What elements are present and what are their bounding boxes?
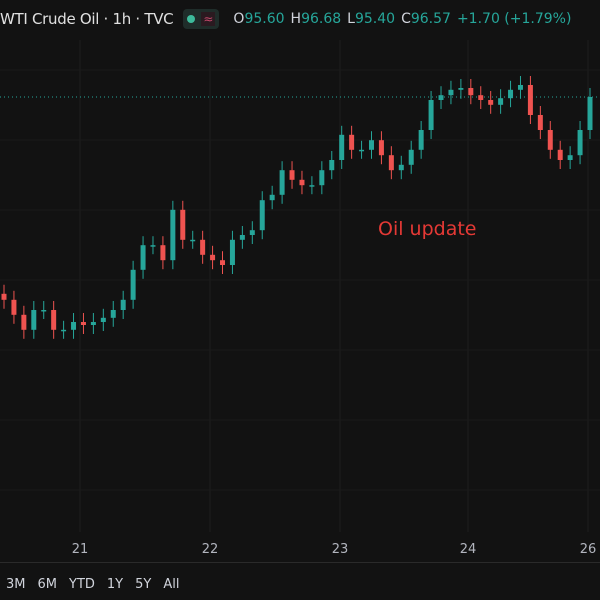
candle-body: [398, 164, 404, 171]
candle-body: [368, 140, 374, 150]
candle-body: [428, 100, 434, 130]
candle-body: [547, 130, 553, 150]
candle-body: [269, 194, 275, 201]
candle-body: [527, 85, 533, 115]
x-tick: 24: [459, 542, 477, 557]
candle-body: [80, 322, 86, 325]
candle-body: [557, 149, 563, 160]
range-all-button[interactable]: All: [163, 577, 180, 592]
candle-body: [468, 88, 474, 96]
candle-body: [349, 134, 355, 150]
candle-body: [239, 235, 245, 240]
candle-body: [11, 299, 17, 315]
candle-body: [567, 155, 573, 160]
candle-body: [259, 200, 265, 231]
candle-body: [309, 185, 315, 187]
range-selector: 3M 6M YTD 1Y 5Y All: [6, 577, 179, 592]
candle-body: [279, 170, 285, 195]
candle-body: [130, 269, 136, 300]
market-status-icon: [187, 15, 196, 23]
range-1y-button[interactable]: 1Y: [106, 577, 124, 592]
candle-body: [21, 314, 27, 330]
range-ytd-button[interactable]: YTD: [69, 577, 95, 592]
annotation-text[interactable]: Oil update: [378, 218, 477, 240]
candle-body: [41, 310, 47, 312]
candle-body: [1, 293, 7, 300]
candle-body: [537, 115, 543, 130]
candle-body: [448, 89, 454, 96]
candle-body: [170, 209, 176, 261]
candle-body: [478, 95, 484, 100]
candle-body: [51, 310, 57, 330]
candle-body: [289, 170, 295, 180]
candle-body: [517, 85, 523, 90]
candle-body: [71, 322, 77, 330]
range-6m-button[interactable]: 6M: [37, 577, 58, 592]
candle-body: [299, 179, 305, 186]
candlestick-chart[interactable]: [0, 0, 600, 532]
x-axis[interactable]: 21 22 23 24 26: [0, 532, 600, 563]
candle-body: [150, 245, 156, 247]
candle-body: [488, 100, 494, 105]
open-value: O95.60: [233, 11, 285, 27]
candle-body: [90, 322, 96, 325]
candle-body: [329, 160, 335, 171]
x-tick: 22: [201, 542, 219, 557]
candle-body: [61, 329, 67, 332]
wave-icon: ≈: [201, 12, 216, 26]
candle-body: [408, 149, 414, 165]
close-value: C96.57: [401, 11, 451, 27]
candle-body: [229, 239, 235, 265]
symbol-legend: WTI Crude Oil · 1h · TVC ≈ O95.60 H96.68…: [0, 6, 571, 32]
candle-body: [100, 317, 106, 322]
candle-body: [438, 95, 444, 100]
candle-body: [319, 170, 325, 186]
candle-body: [210, 254, 216, 261]
candle-body: [180, 209, 186, 240]
candle-body: [120, 299, 126, 310]
candle-body: [508, 89, 514, 99]
change-value: +1.70 (+1.79%): [456, 11, 572, 27]
candle-body: [31, 310, 37, 330]
candle-body: [388, 155, 394, 171]
high-value: H96.68: [290, 11, 342, 27]
candle-body: [359, 149, 365, 152]
x-tick: 23: [331, 542, 349, 557]
candle-body: [110, 310, 116, 318]
symbol-title[interactable]: WTI Crude Oil · 1h · TVC: [0, 10, 174, 28]
candle-body: [458, 88, 464, 90]
candle-body: [587, 97, 593, 130]
range-3m-button[interactable]: 3M: [6, 577, 26, 592]
candle-body: [220, 260, 226, 265]
candle-body: [190, 239, 196, 242]
candle-body: [378, 140, 384, 156]
candle-body: [200, 239, 206, 255]
candle-body: [160, 245, 166, 261]
candle-body: [498, 98, 504, 105]
x-tick: 26: [579, 542, 597, 557]
status-pill[interactable]: ≈: [183, 9, 220, 29]
x-tick: 21: [71, 542, 89, 557]
low-value: L95.40: [347, 11, 396, 27]
candle-body: [418, 130, 424, 150]
candle-body: [140, 245, 146, 270]
candle-body: [249, 230, 255, 235]
candle-body: [339, 134, 345, 160]
range-5y-button[interactable]: 5Y: [135, 577, 152, 592]
candle-body: [577, 130, 583, 156]
